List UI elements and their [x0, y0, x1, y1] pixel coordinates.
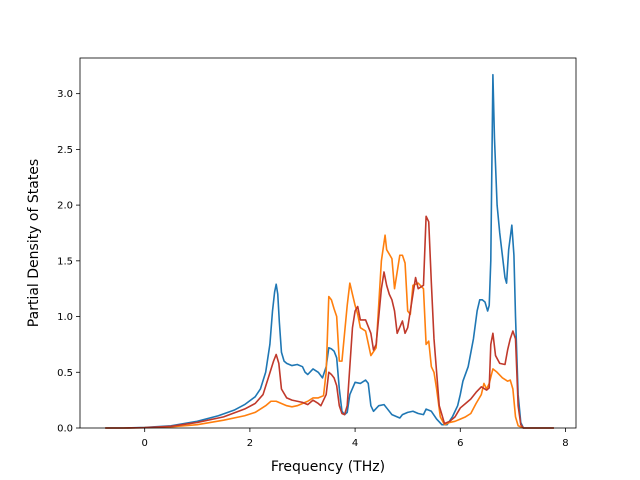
x-tick-label: 8: [562, 438, 568, 449]
series-line-2: [105, 234, 554, 429]
y-tick-label: 1.5: [57, 256, 73, 267]
x-axis-label: Frequency (THz): [271, 459, 385, 475]
x-tick-label: 4: [352, 438, 358, 449]
y-tick-label: 1.0: [57, 312, 73, 323]
series-layer: [105, 73, 554, 429]
axes-frame: [79, 57, 577, 429]
y-tick-label: 2.0: [57, 201, 73, 212]
series-line-1: [105, 73, 554, 429]
y-tick-label: 3.0: [57, 89, 73, 100]
x-axis-ticks: 0 2 4 6 8: [142, 428, 569, 449]
y-tick-label: 2.5: [57, 145, 73, 156]
plot-area: [79, 57, 577, 429]
series-line-3: [105, 215, 554, 429]
y-axis-label: Partial Density of States: [26, 159, 42, 327]
x-tick-label: 0: [142, 438, 148, 449]
y-axis-ticks: 0.0 0.5 1.0 1.5 2.0 2.5 3.0: [57, 89, 80, 435]
y-tick-label: 0.0: [57, 424, 73, 435]
y-tick-label: 0.5: [57, 368, 73, 379]
x-tick-label: 2: [247, 438, 253, 449]
x-tick-label: 6: [457, 438, 463, 449]
